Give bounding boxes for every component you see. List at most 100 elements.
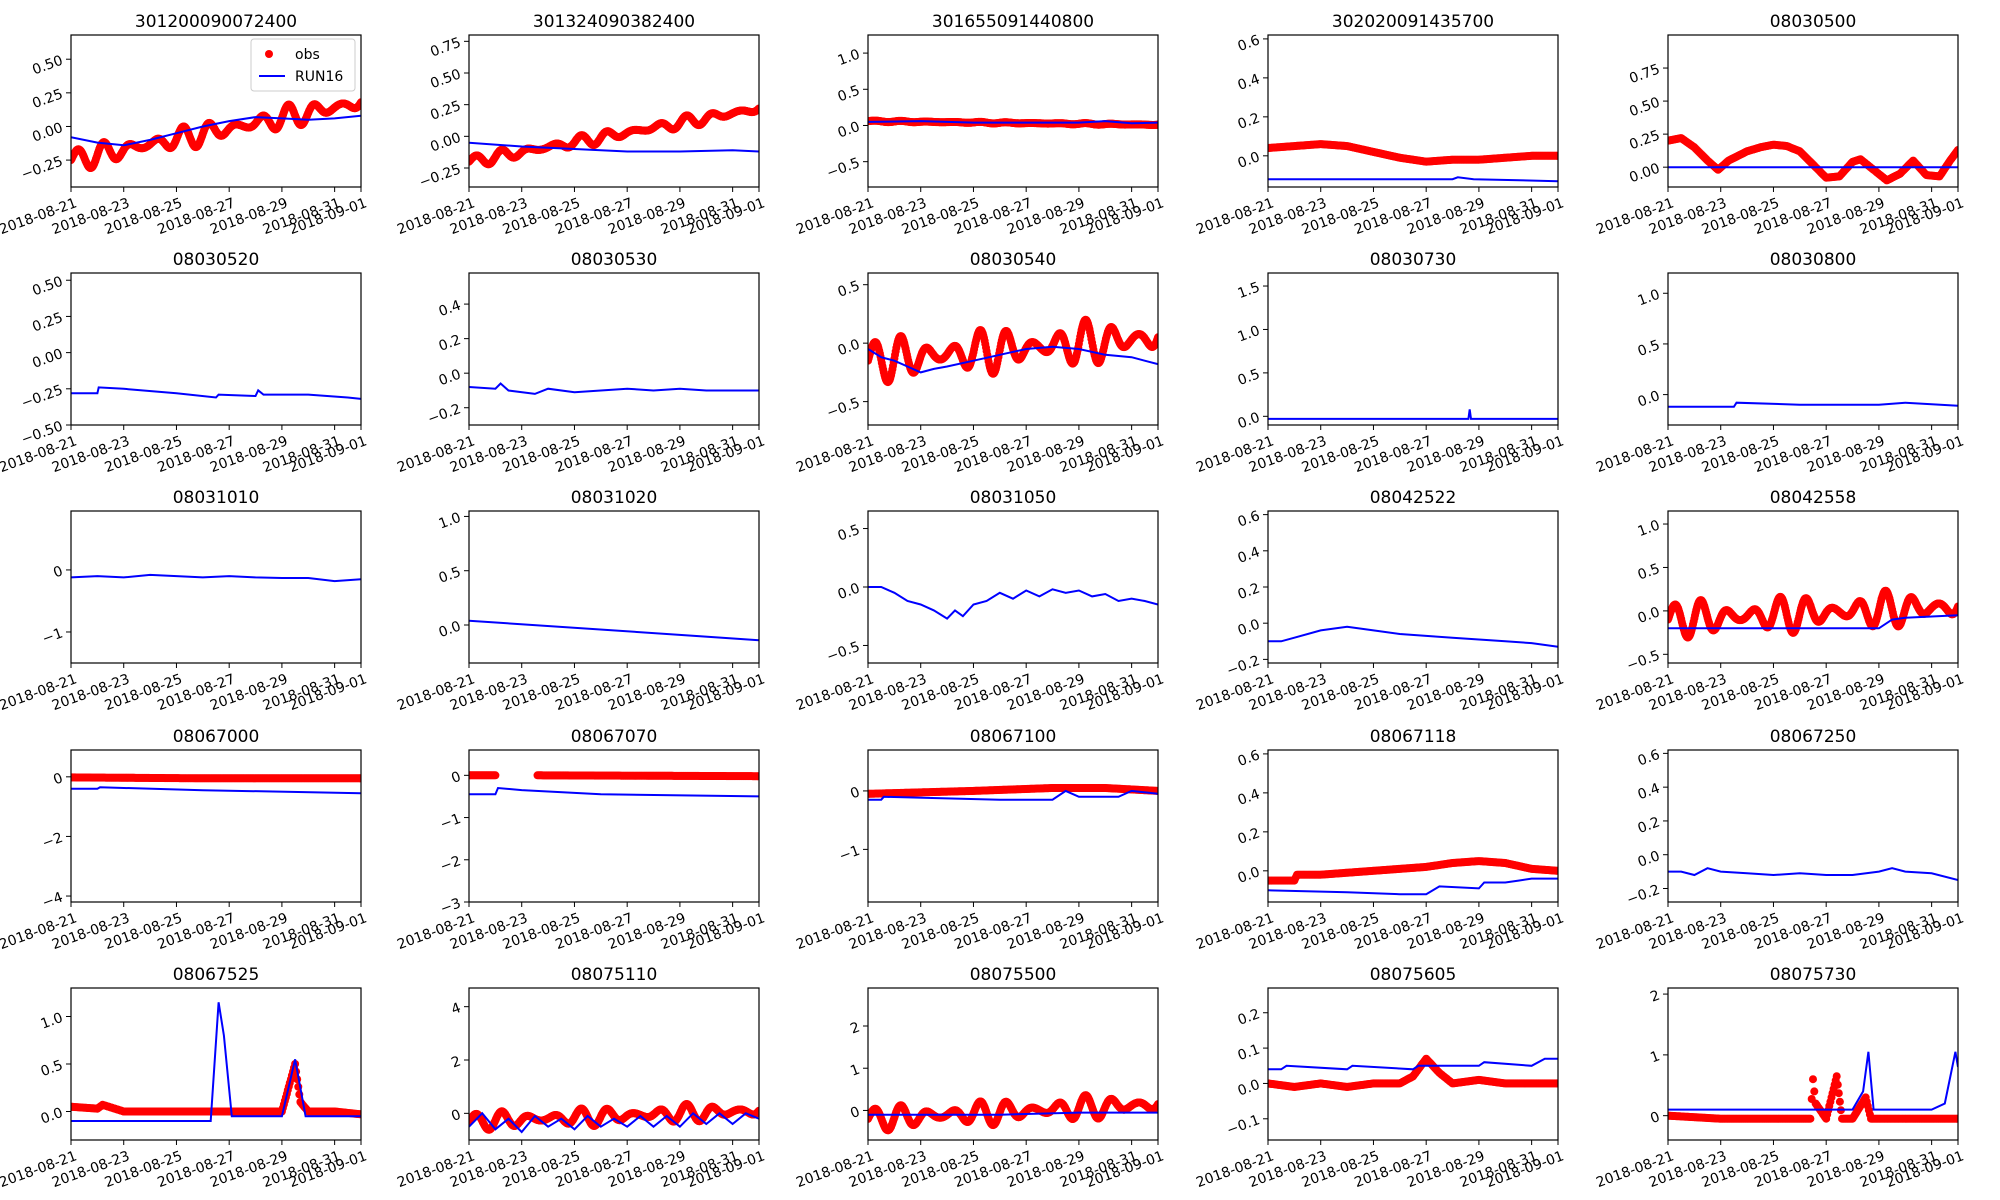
axes-frame (468, 272, 760, 426)
axes-frame (70, 34, 362, 188)
y-tick-label: 0.00 (30, 346, 65, 372)
y-tick-label: 0.25 (428, 98, 463, 124)
subplot-08030730: 080307300.00.51.01.52018-08-212018-08-23… (1194, 250, 1566, 476)
axes-frame (468, 749, 760, 903)
model-line (868, 586, 1158, 620)
subplot-title: 08030800 (1770, 250, 1857, 270)
subplot-title: 08031020 (571, 488, 658, 508)
axes-frame (1267, 34, 1559, 188)
subplot-08030520: 08030520−0.50−0.250.000.250.502018-08-21… (0, 250, 369, 476)
y-tick-label: 0.5 (836, 83, 862, 106)
obs-point (491, 771, 500, 780)
y-tick-label: 0.00 (1627, 161, 1662, 187)
y-tick-label: −0.25 (19, 382, 65, 412)
model-line (469, 619, 759, 642)
y-tick-label: −0.2 (1625, 882, 1662, 909)
y-tick-label: 0.5 (836, 278, 862, 301)
subplot-08030530: 08030530−0.20.00.20.42018-08-212018-08-2… (395, 250, 767, 476)
model-line (469, 786, 759, 798)
y-tick-label: 0.5 (1236, 366, 1262, 389)
y-tick-label: −0.25 (417, 161, 463, 191)
y-tick-label: 0.4 (1236, 786, 1262, 809)
y-tick-label: 1.0 (836, 47, 862, 70)
y-tick-label: 0.2 (1636, 814, 1662, 837)
y-tick-label: 0.4 (1236, 544, 1262, 567)
subplot-title: 08067070 (571, 727, 658, 747)
subplot-title: 08042522 (1370, 488, 1457, 508)
y-tick-label: 1.0 (1636, 287, 1662, 310)
model-line (1668, 867, 1958, 881)
axes-frame (70, 510, 362, 664)
axes-frame (1667, 510, 1959, 664)
legend-obs-label: obs (295, 47, 320, 63)
obs-series (868, 784, 1158, 798)
axes-frame (468, 510, 760, 664)
y-tick-label: −2 (40, 830, 65, 852)
axes-frame (468, 34, 760, 188)
model-line (868, 789, 1158, 801)
y-tick-label: −0.5 (825, 155, 862, 182)
y-tick-label: 0.0 (1636, 388, 1662, 411)
subplot-title: 08030520 (173, 250, 260, 270)
y-tick-label: 0.50 (428, 66, 463, 92)
y-tick-label: 0.50 (30, 274, 65, 300)
obs-series (469, 104, 759, 169)
y-tick-label: 0.0 (836, 580, 862, 603)
subplot-title: 08030540 (970, 250, 1057, 270)
y-tick-label: 0.2 (437, 332, 463, 355)
y-tick-label: 0.0 (836, 337, 862, 360)
subplot-08031010: 08031010−102018-08-212018-08-232018-08-2… (0, 488, 369, 714)
subplot-title: 08030500 (1770, 12, 1857, 32)
y-tick-label: 0.0 (1636, 604, 1662, 627)
y-tick-label: 0.6 (1236, 508, 1262, 531)
axes-frame (70, 272, 362, 426)
subplot-title: 08030530 (571, 250, 658, 270)
model-line (1668, 401, 1958, 408)
subplot-08067250: 08067250−0.20.00.20.40.62018-08-212018-0… (1594, 727, 1966, 953)
y-tick-label: 1.0 (1636, 517, 1662, 540)
subplot-08075110: 080751100242018-08-212018-08-232018-08-2… (395, 965, 767, 1191)
subplot-title: 08030730 (1370, 250, 1457, 270)
obs-series (868, 315, 1158, 387)
y-tick-label: 0 (848, 784, 862, 802)
y-tick-label: 0.75 (1627, 61, 1662, 87)
obs-point (357, 774, 361, 783)
y-tick-label: 0.6 (1236, 32, 1262, 55)
subplot-title: 08042558 (1770, 488, 1857, 508)
y-tick-label: −1 (837, 843, 862, 865)
model-line (1268, 877, 1558, 896)
y-tick-label: 0.50 (30, 53, 65, 79)
y-tick-label: 0.25 (1627, 128, 1662, 154)
obs-point (1554, 151, 1558, 160)
y-tick-label: 0.0 (1236, 410, 1262, 433)
subplot-title: 301655091440800 (932, 12, 1094, 32)
axes-frame (1267, 510, 1559, 664)
y-tick-label: −4 (40, 889, 65, 911)
obs-series (1668, 134, 1958, 185)
y-tick-label: 0.5 (39, 1057, 65, 1080)
obs-point (755, 772, 759, 781)
subplot-title: 08031050 (970, 488, 1057, 508)
y-tick-label: 1.0 (1236, 323, 1262, 346)
obs-series (71, 1060, 361, 1119)
y-tick-label: −1 (40, 625, 65, 647)
obs-point (1954, 146, 1958, 154)
y-tick-label: 0.2 (1236, 580, 1262, 603)
obs-series (1268, 857, 1558, 885)
y-tick-label: 0.6 (1236, 747, 1262, 770)
axes-frame (70, 749, 362, 903)
model-line (868, 120, 1158, 125)
subplot-08067000: 08067000−4−202018-08-212018-08-232018-08… (0, 727, 369, 953)
axes-frame (1267, 749, 1559, 903)
subplot-08031020: 080310200.00.51.02018-08-212018-08-23201… (395, 488, 767, 714)
y-tick-label: 0.00 (428, 130, 463, 156)
obs-series (1268, 140, 1558, 166)
y-tick-label: 0.25 (30, 310, 65, 336)
subplot-title: 08067118 (1370, 727, 1457, 747)
obs-point (1554, 866, 1558, 875)
y-tick-label: 0 (449, 769, 463, 787)
y-tick-label: 0.0 (836, 119, 862, 142)
model-line (71, 573, 361, 583)
